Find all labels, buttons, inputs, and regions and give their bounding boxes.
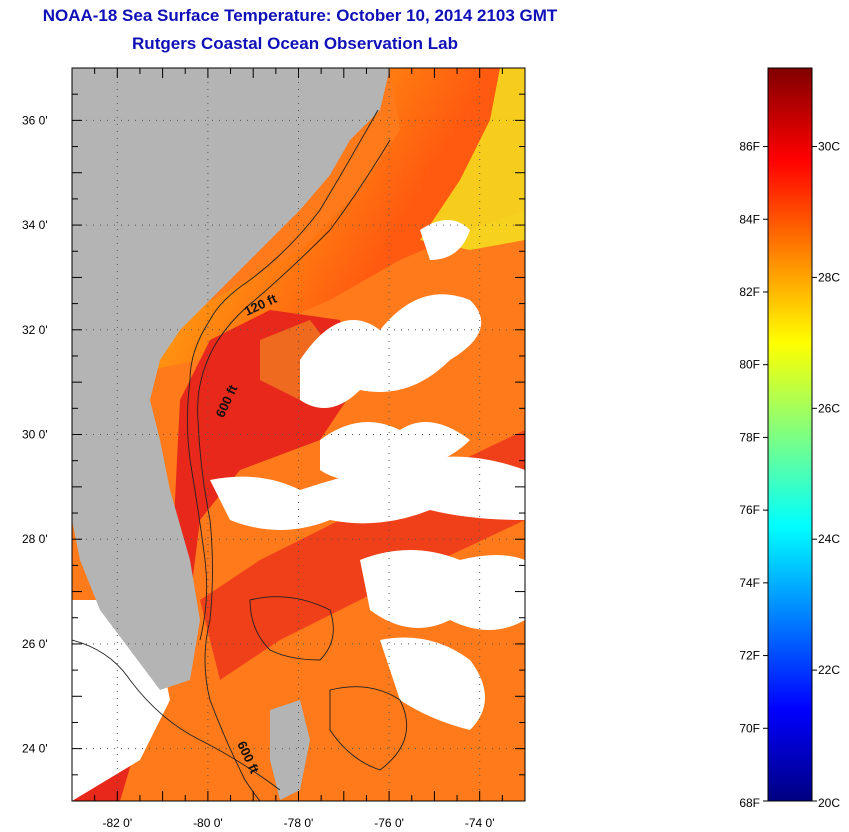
colorbar-f-label-7: 82F (739, 285, 760, 299)
colorbar-f-label-2: 72F (739, 649, 760, 663)
colorbar-c-label-4: 28C (818, 270, 840, 284)
longitude-labels: -82 0' -80 0' -78 0' -76 0' -74 0' (102, 816, 494, 830)
keys-contour (72, 639, 281, 791)
colorbar-f-label-5: 78F (739, 430, 760, 444)
colorbar: 68F 70F 72F 74F 76F 78F 80F 82F 84F 86F 20C 22C 24C… (739, 67, 840, 810)
map-title: NOAA-18 Sea Surface Temperature: October… (42, 6, 558, 25)
latitude-labels: 24 0' 26 0' 28 0' 30 0' 32 0' 34 0' 36 0' (22, 113, 48, 755)
yellow-band (420, 68, 525, 250)
lat-label-4: 32 0' (22, 323, 48, 337)
colorbar-f-label-4: 76F (739, 503, 760, 517)
colorbar-fill (767, 67, 813, 802)
cool-shelf-water (150, 68, 525, 370)
lon-label-4: -74 0' (465, 816, 495, 830)
lon-label-1: -80 0' (193, 816, 223, 830)
colorbar-f-label-0: 68F (739, 796, 760, 810)
gulf-stream-core (72, 310, 360, 801)
colorbar-c-label-2: 24C (818, 532, 840, 546)
colorbar-f-label-1: 70F (739, 721, 760, 735)
lon-label-0: -82 0' (102, 816, 132, 830)
frame-ticks (71, 67, 526, 802)
colorbar-f-label-9: 86F (739, 140, 760, 154)
colorbar-c-label-0: 20C (818, 796, 840, 810)
lon-label-2: -78 0' (284, 816, 314, 830)
lat-label-3: 30 0' (22, 428, 48, 442)
colorbar-celsius-labels: 20C 22C 24C 26C 28C 30C (812, 140, 840, 810)
colorbar-f-label-6: 80F (739, 358, 760, 372)
bank-contour (249, 596, 334, 661)
lat-label-1: 26 0' (22, 637, 48, 651)
lat-label-5: 34 0' (22, 218, 48, 232)
land-inland-top (60, 68, 72, 490)
colorbar-c-label-1: 22C (818, 663, 840, 677)
colorbar-fahrenheit-labels: 68F 70F 72F 74F 76F 78F 80F 82F 84F 86F (739, 140, 768, 810)
lat-label-2: 28 0' (22, 532, 48, 546)
lat-label-6: 36 0' (22, 113, 48, 127)
bahamas-land (270, 700, 310, 800)
depth-contour-120ft (187, 109, 379, 641)
colorbar-f-label-3: 74F (739, 576, 760, 590)
lat-label-0: 24 0' (22, 742, 48, 756)
colorbar-c-label-5: 30C (818, 140, 840, 154)
lon-label-3: -76 0' (374, 816, 404, 830)
bank-contour-south (329, 686, 408, 771)
map-subtitle: Rutgers Coastal Ocean Observation Lab (132, 34, 458, 53)
colorbar-f-label-8: 84F (739, 212, 760, 226)
colorbar-c-label-3: 26C (818, 401, 840, 415)
land-mass (72, 68, 390, 690)
depth-contour-600ft (197, 139, 391, 801)
